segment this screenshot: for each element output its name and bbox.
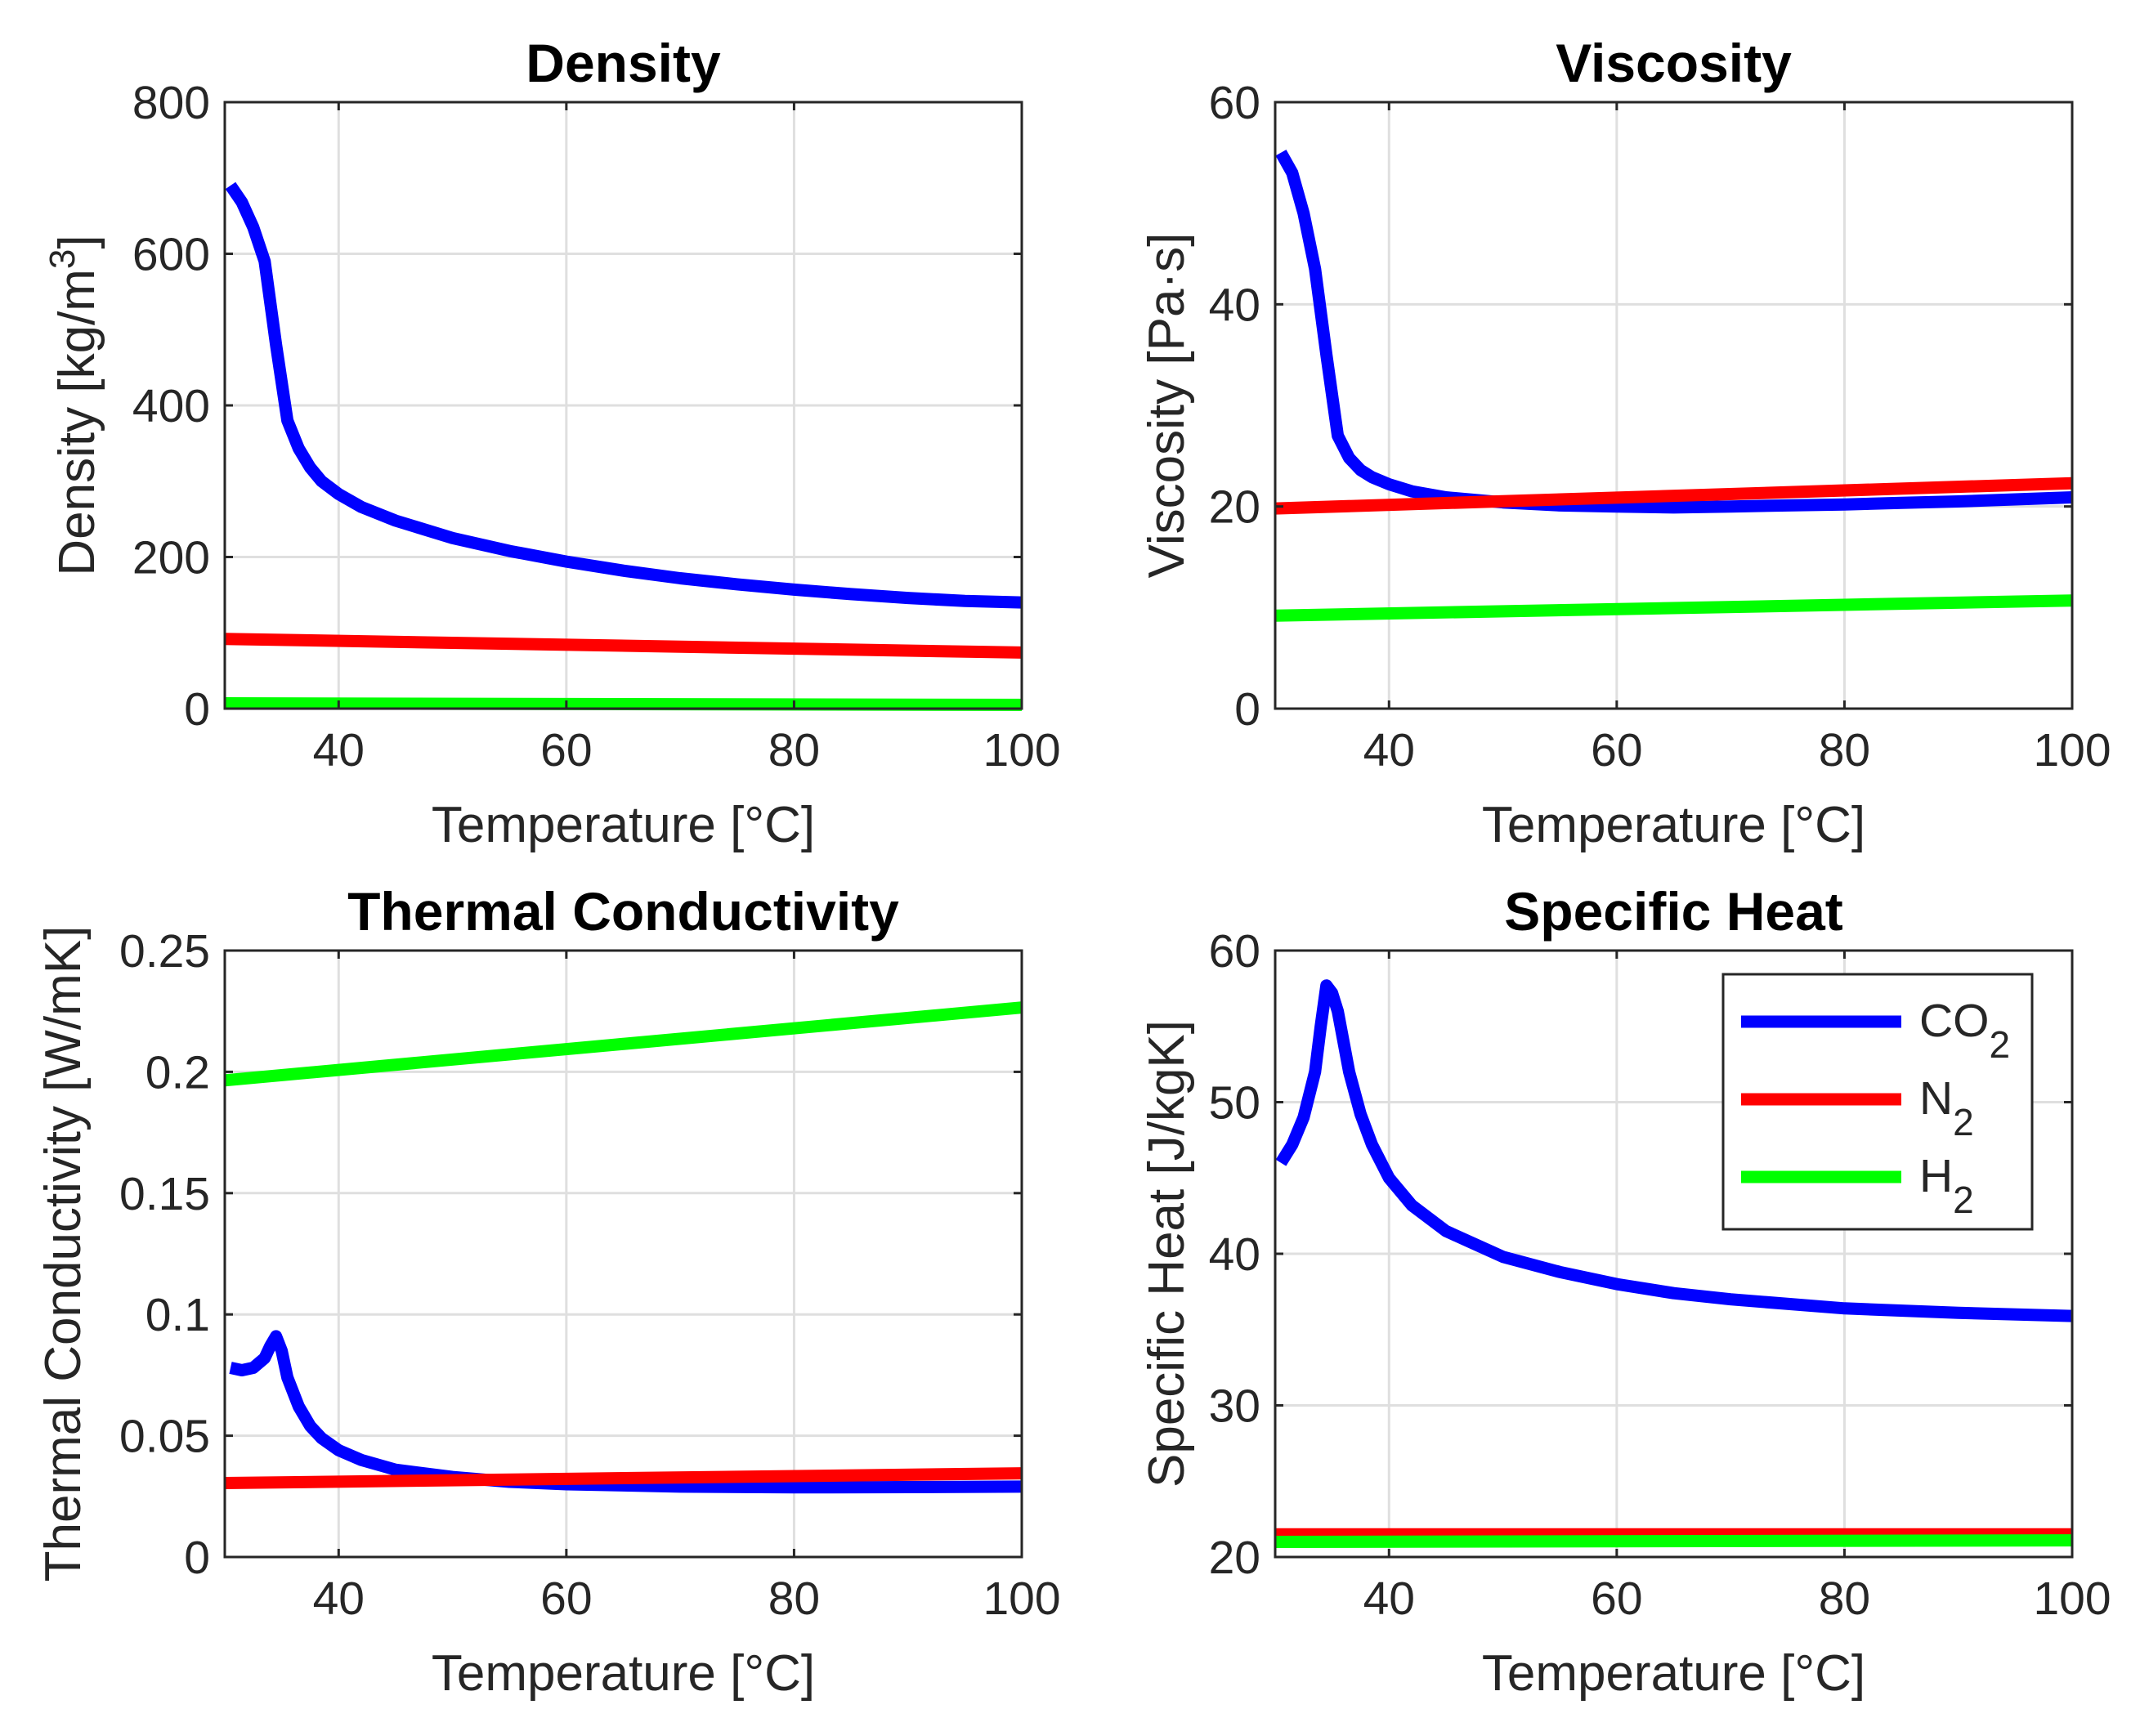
legend-entry-label: H2: [1919, 1150, 1974, 1221]
y-tick-label: 40: [1209, 279, 1260, 331]
subplot-1: 40 60 80 100 0 200 400 600 800 Density Temperature…: [43, 33, 1061, 853]
y-axis-label: Specific Heat [J/kgK]: [1139, 1020, 1195, 1488]
x-tick-label: 100: [2033, 724, 2111, 776]
x-tick-label: 60: [540, 1573, 592, 1625]
y-axis-label: Density [kg/m3]: [43, 235, 106, 575]
y-tick-label: 50: [1209, 1077, 1260, 1130]
series-line-N₂: [224, 633, 1023, 659]
y-tick-label: 20: [1209, 481, 1260, 534]
y-tick-label: 0.05: [119, 1411, 210, 1463]
x-axis-label: Temperature [°C]: [432, 1645, 815, 1702]
x-tick-label: 80: [768, 1573, 820, 1625]
x-tick-label: 80: [1819, 724, 1870, 776]
series-line-H₂: [224, 697, 1023, 711]
subplot-title: Thermal Conductivity: [347, 881, 899, 942]
axes-frame: [223, 949, 1023, 1559]
x-tick-label: 40: [1363, 1573, 1415, 1625]
y-tick-label: 600: [132, 229, 210, 281]
subplot-2: 40 60 80 100 0 20 40 60 Viscosity Temperature [°C…: [1139, 33, 2111, 853]
y-axis-label: Viscosity [Pa·s]: [1139, 233, 1195, 579]
y-tick-label: 0: [184, 683, 210, 736]
y-axis-label: Thermal Conductivity [W/mK]: [35, 926, 92, 1582]
subplot-title: Specific Heat: [1504, 881, 1843, 942]
legend-entry-label: N2: [1919, 1072, 1974, 1143]
x-tick-label: 40: [1363, 724, 1415, 776]
y-tick-label: 0.1: [146, 1289, 210, 1341]
series-line-H₂: [1274, 594, 2073, 622]
series-line-N₂: [224, 1467, 1023, 1489]
y-tick-label: 800: [132, 77, 210, 129]
axes-frame: [1274, 101, 2074, 710]
y-tick-label: 20: [1209, 1532, 1260, 1584]
x-tick-label: 60: [1591, 1573, 1642, 1625]
x-tick-label: 40: [313, 724, 365, 776]
y-tick-label: 0.15: [119, 1168, 210, 1220]
x-tick-label: 80: [768, 724, 820, 776]
series-line-H₂: [224, 1001, 1023, 1087]
subplot-title: Density: [526, 33, 721, 93]
x-axis-label: Temperature [°C]: [1482, 797, 1865, 853]
x-tick-label: 100: [983, 724, 1060, 776]
y-tick-label: 200: [132, 532, 210, 584]
x-tick-label: 60: [540, 724, 592, 776]
x-tick-label: 100: [983, 1573, 1060, 1625]
y-tick-label: 400: [132, 380, 210, 432]
y-tick-label: 0.2: [146, 1046, 210, 1098]
y-tick-label: 60: [1209, 77, 1260, 129]
subplot-title: Viscosity: [1556, 33, 1792, 93]
x-tick-label: 100: [2033, 1573, 2111, 1625]
series-line-H₂: [1274, 1534, 2073, 1548]
y-tick-label: 0.25: [119, 925, 210, 978]
x-axis-label: Temperature [°C]: [432, 797, 815, 853]
y-tick-label: 0: [184, 1532, 210, 1584]
series-line-CO₂: [225, 181, 1023, 609]
x-axis-label: Temperature [°C]: [1482, 1645, 1865, 1702]
series-line-CO₂: [229, 1330, 1023, 1494]
y-tick-label: 40: [1209, 1228, 1260, 1281]
x-tick-label: 80: [1819, 1573, 1870, 1625]
series-line-N₂: [1274, 477, 2073, 515]
subplot-3: 40 60 80 100 0 0.05 0.1 0.15 0.2 0.25 Thermal Cond…: [35, 881, 1061, 1702]
y-tick-label: 60: [1209, 925, 1260, 978]
y-tick-label: 0: [1234, 683, 1260, 736]
series-line-CO₂: [1275, 979, 2073, 1322]
x-tick-label: 60: [1591, 724, 1642, 776]
legend-entry-label: CO2: [1919, 995, 2010, 1066]
y-tick-label: 30: [1209, 1380, 1260, 1433]
x-tick-label: 40: [313, 1573, 365, 1625]
